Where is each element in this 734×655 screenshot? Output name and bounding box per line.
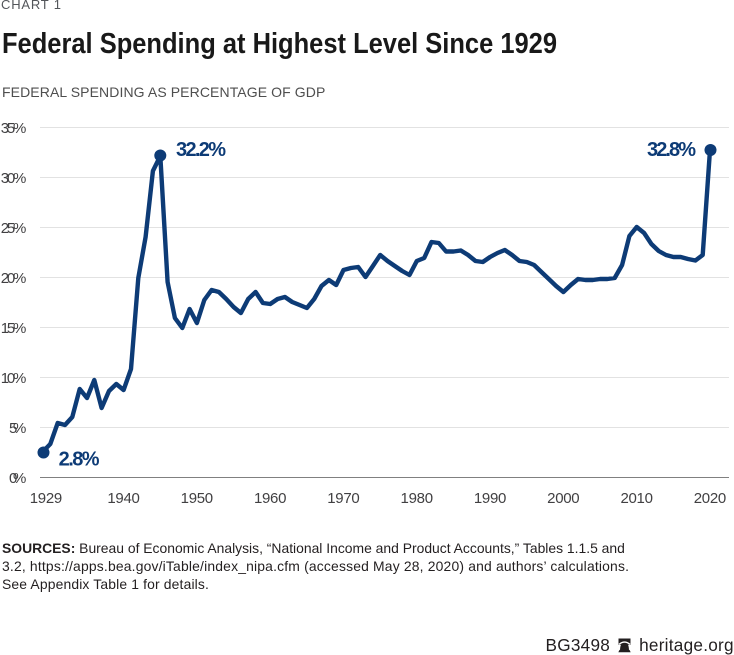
svg-text:1980: 1980 xyxy=(401,490,434,507)
svg-text:1950: 1950 xyxy=(181,490,214,507)
svg-text:15%: 15% xyxy=(1,320,27,337)
svg-text:5%: 5% xyxy=(9,420,26,437)
svg-text:1970: 1970 xyxy=(327,490,360,507)
svg-text:30%: 30% xyxy=(1,170,27,187)
svg-text:1940: 1940 xyxy=(107,490,140,507)
svg-text:2020: 2020 xyxy=(694,490,727,507)
svg-text:2010: 2010 xyxy=(620,490,653,507)
svg-text:25%: 25% xyxy=(1,220,27,237)
svg-text:2000: 2000 xyxy=(547,490,580,507)
svg-text:32.2%: 32.2% xyxy=(176,139,226,161)
svg-text:35%: 35% xyxy=(1,120,27,137)
svg-text:20%: 20% xyxy=(1,270,27,287)
svg-text:1929: 1929 xyxy=(30,490,63,507)
svg-text:1990: 1990 xyxy=(474,490,506,507)
svg-text:2.8%: 2.8% xyxy=(59,449,100,471)
svg-text:0%: 0% xyxy=(9,470,26,487)
svg-text:32.8%: 32.8% xyxy=(647,139,696,161)
svg-text:1960: 1960 xyxy=(254,490,287,507)
svg-text:10%: 10% xyxy=(1,370,27,387)
